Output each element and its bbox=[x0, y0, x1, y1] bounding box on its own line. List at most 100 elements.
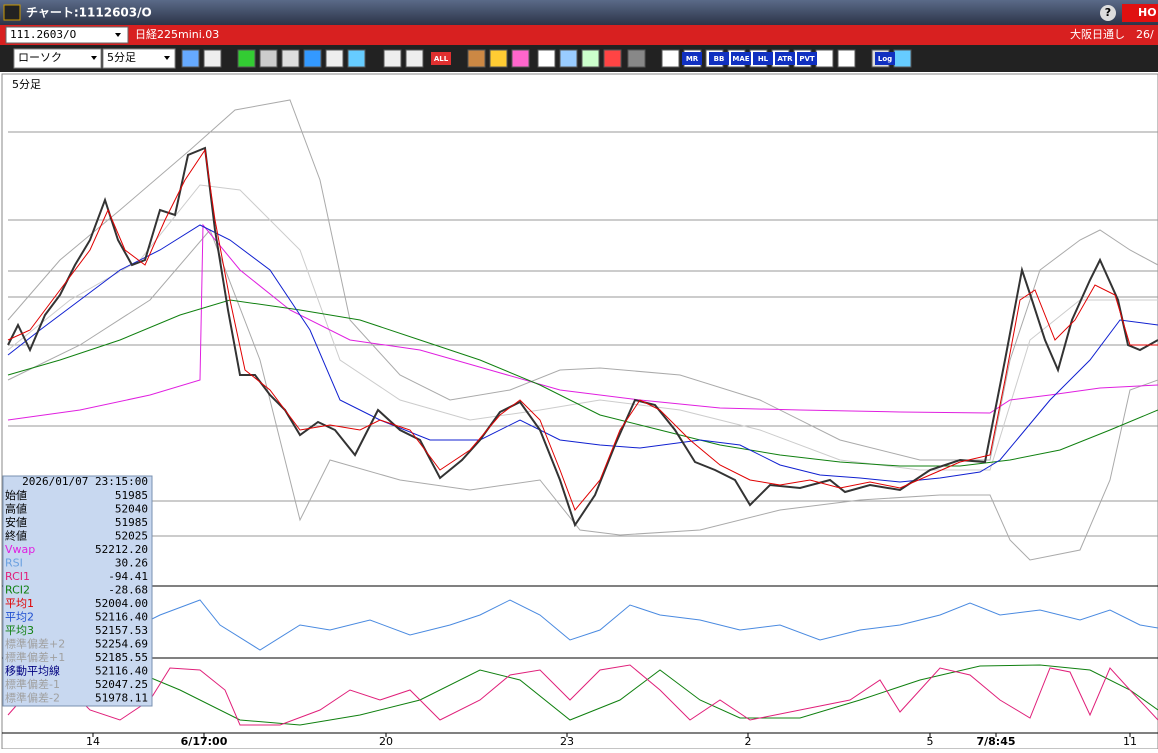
toolbar-button[interactable] bbox=[537, 49, 556, 68]
info-value: -94.41 bbox=[108, 570, 148, 583]
x-label: 6/17:00 bbox=[181, 735, 228, 748]
icon-label: PVT bbox=[799, 55, 815, 63]
chart-timeframe: 5分足 bbox=[12, 78, 41, 91]
icon-label: MAE bbox=[732, 55, 749, 63]
x-label: 11 bbox=[1123, 735, 1137, 748]
icon-label: ALL bbox=[434, 55, 449, 63]
info-value: 52157.53 bbox=[95, 624, 148, 637]
icon-label: HL bbox=[758, 55, 769, 63]
toolbar-button[interactable] bbox=[281, 49, 300, 68]
toolbar-button[interactable] bbox=[489, 49, 508, 68]
info-datetime: 2026/01/07 23:15:00 bbox=[22, 475, 148, 488]
icon-label-bg bbox=[753, 52, 773, 65]
vwap-line bbox=[7, 223, 1158, 421]
info-value: 30.26 bbox=[115, 557, 148, 570]
toolbar-button[interactable] bbox=[559, 49, 578, 68]
info-label: 始値 bbox=[5, 488, 27, 502]
band-lower bbox=[7, 229, 1158, 561]
toolbar-button[interactable] bbox=[303, 49, 322, 68]
symbol-bar bbox=[0, 25, 1158, 45]
toolbar-button[interactable] bbox=[627, 49, 646, 68]
toolbar-button[interactable] bbox=[661, 49, 680, 68]
icon-label-bg bbox=[431, 52, 451, 65]
dropdown-arrow bbox=[164, 56, 170, 60]
info-value: 52025 bbox=[115, 530, 148, 543]
x-label: 20 bbox=[379, 735, 393, 748]
horizontal-lines bbox=[8, 131, 1158, 537]
style-select-text: ローソク bbox=[18, 51, 62, 64]
info-label: 安値 bbox=[5, 515, 27, 529]
symbol-code: 111.2603/O bbox=[10, 28, 76, 41]
info-value: 52004.00 bbox=[95, 597, 148, 610]
symbol-input[interactable] bbox=[5, 26, 129, 44]
info-label: 高値 bbox=[5, 502, 27, 516]
toolbar-button[interactable] bbox=[603, 49, 622, 68]
icon-label: Log bbox=[878, 55, 892, 63]
icon-label-bg bbox=[682, 52, 702, 65]
x-label: 2 bbox=[745, 735, 752, 748]
info-value: 51985 bbox=[115, 516, 148, 529]
info-label: RCI2 bbox=[5, 584, 30, 597]
hot-button[interactable] bbox=[1122, 4, 1158, 22]
icon-label: BB bbox=[714, 55, 725, 63]
info-label: 平均1 bbox=[5, 597, 34, 610]
toolbar-button[interactable] bbox=[383, 49, 402, 68]
info-value: 52047.25 bbox=[95, 678, 148, 691]
timeframe-select[interactable] bbox=[102, 48, 176, 69]
toolbar-button[interactable] bbox=[511, 49, 530, 68]
info-panel bbox=[2, 475, 153, 707]
toolbar-button[interactable] bbox=[203, 49, 222, 68]
info-value: 52254.69 bbox=[95, 638, 148, 651]
icon-label-bg bbox=[797, 52, 817, 65]
icon-label-bg bbox=[731, 52, 751, 65]
band-inner bbox=[7, 184, 1158, 471]
icon-label-bg bbox=[709, 52, 729, 65]
app-icon bbox=[3, 4, 21, 21]
info-label: 標準偏差-2 bbox=[5, 691, 60, 705]
info-label: 移動平均線 bbox=[5, 664, 60, 678]
hot-text: HO bbox=[1138, 6, 1157, 19]
info-label: 平均3 bbox=[5, 624, 34, 637]
toolbar-button[interactable] bbox=[325, 49, 344, 68]
toolbar-button[interactable] bbox=[259, 49, 278, 68]
icon-label-bg bbox=[875, 52, 895, 65]
x-label: 23 bbox=[560, 735, 574, 748]
toolbar-button[interactable] bbox=[837, 49, 856, 68]
icon-label: MR bbox=[686, 55, 699, 63]
window-title: チャート:1112603/O bbox=[26, 6, 152, 20]
ma2-line bbox=[7, 224, 1158, 483]
dropdown-arrow bbox=[115, 33, 121, 37]
band-upper bbox=[7, 99, 1158, 461]
info-value: 52116.40 bbox=[95, 665, 148, 678]
toolbar-button[interactable] bbox=[893, 49, 912, 68]
rci2-line bbox=[7, 664, 1158, 726]
info-label: 平均2 bbox=[5, 611, 34, 624]
dropdown-arrow bbox=[91, 56, 97, 60]
toolbar-button[interactable] bbox=[181, 49, 200, 68]
toolbar-button[interactable] bbox=[581, 49, 600, 68]
market-name: 大阪日通し 26/ bbox=[1070, 27, 1154, 41]
info-value: 52212.20 bbox=[95, 543, 148, 556]
x-label: 5 bbox=[927, 735, 934, 748]
info-label: 標準偏差-1 bbox=[5, 677, 60, 691]
toolbar-button[interactable] bbox=[405, 49, 424, 68]
info-value: 51978.11 bbox=[95, 692, 148, 705]
toolbar-button[interactable] bbox=[347, 49, 366, 68]
ma3-line bbox=[7, 299, 1158, 467]
style-select[interactable] bbox=[13, 48, 102, 69]
timeframe-select-text: 5分足 bbox=[107, 51, 136, 64]
info-label: 標準偏差+2 bbox=[5, 637, 65, 651]
info-value: -28.68 bbox=[108, 584, 148, 597]
title-bar bbox=[0, 0, 1158, 25]
help-button[interactable] bbox=[1100, 5, 1116, 21]
toolbar-button[interactable] bbox=[467, 49, 486, 68]
toolbar-button[interactable] bbox=[237, 49, 256, 68]
rsi-line bbox=[7, 599, 1158, 651]
toolbar-button[interactable] bbox=[815, 49, 834, 68]
info-value: 51985 bbox=[115, 489, 148, 502]
info-label: Vwap bbox=[5, 543, 35, 556]
icon-label: ATR bbox=[777, 55, 793, 63]
info-label: 標準偏差+1 bbox=[5, 650, 65, 664]
candles bbox=[7, 146, 1158, 528]
